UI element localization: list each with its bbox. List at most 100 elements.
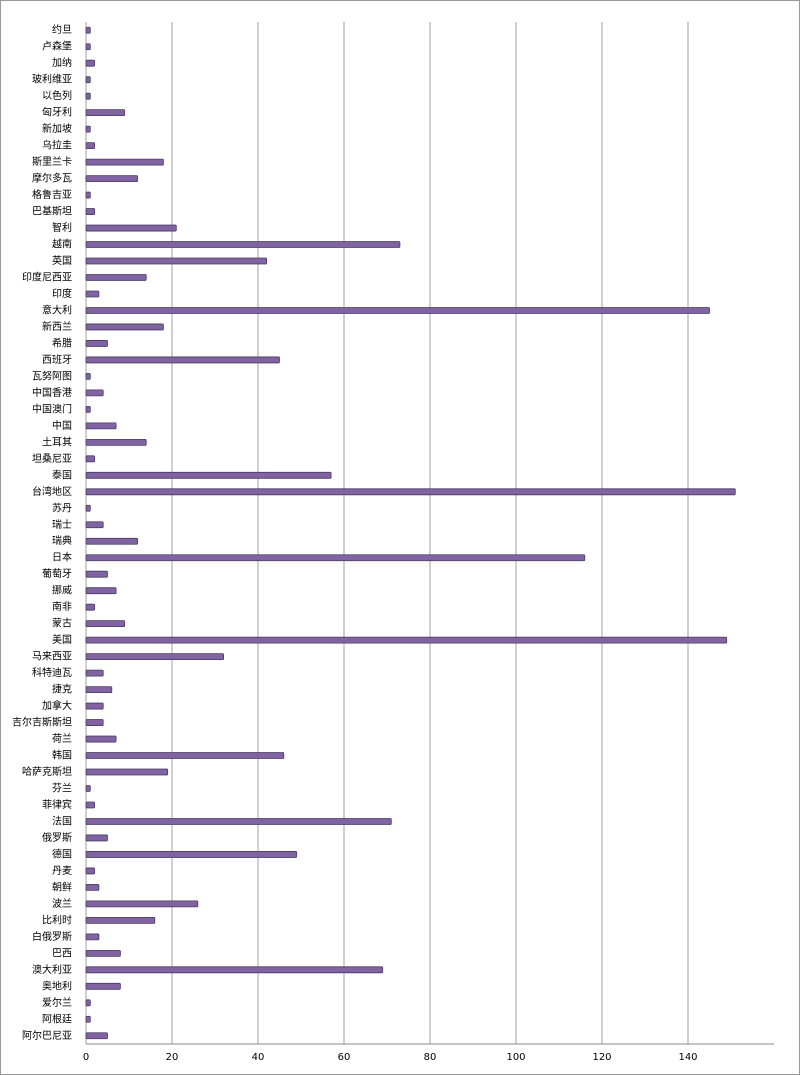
x-tick-label: 80 [424,1052,437,1063]
bar [85,785,91,792]
y-tick-label: 瑞士 [52,518,72,531]
x-tick-label: 100 [506,1052,525,1063]
y-tick-label: 印度尼西亚 [22,271,72,284]
y-tick-label: 卢森堡 [42,40,72,53]
bar [85,438,147,446]
y-tick-label: 蒙古 [52,617,72,630]
bar [85,603,95,611]
y-tick-label: 科特迪瓦 [32,666,72,679]
bar [85,982,121,990]
bar [85,818,392,825]
bar [85,471,332,479]
y-tick-label: 坦桑尼亚 [32,452,72,465]
y-tick-label: 比利时 [42,914,72,926]
y-tick-label: 以色列 [42,89,72,102]
y-tick-label: 奥地利 [42,979,72,992]
y-tick-label: 玻利维亚 [32,73,72,86]
y-tick-label: 中国香港 [32,386,72,399]
bar [85,1015,91,1023]
y-tick-label: 白俄罗斯 [32,930,72,943]
bar [85,653,225,661]
x-tick-label: 0 [83,1052,89,1063]
y-tick-label: 法国 [52,814,72,827]
bar [85,867,95,875]
y-tick-label: 捷克 [52,683,72,696]
x-tick-label: 140 [678,1052,697,1063]
bar [85,900,199,908]
bar [85,636,728,644]
bar [85,570,108,578]
y-tick-label: 加纳 [52,56,72,69]
y-tick-label: 加拿大 [42,699,72,712]
y-tick-label: 葡萄牙 [42,567,72,580]
y-tick-label: 美国 [52,633,72,646]
bar [85,504,91,512]
y-tick-label: 芬兰 [52,782,72,795]
bar [85,405,91,413]
bar [85,702,104,710]
bar [85,999,91,1007]
y-tick-label: 阿根廷 [42,1012,72,1025]
y-tick-label: 阿尔巴尼亚 [22,1029,72,1042]
bar [85,43,91,51]
y-tick-label: 丹麦 [52,865,72,877]
bar [85,521,104,529]
y-tick-label: 瓦努阿图 [32,369,72,382]
bar [85,768,169,776]
bar [85,340,108,347]
y-tick-label: 格鲁吉亚 [32,188,72,201]
y-tick-label: 挪威 [52,584,72,597]
bar [85,191,91,199]
bar [85,686,113,693]
bar [85,92,91,100]
bar [85,125,91,133]
bar [85,488,736,496]
y-tick-label: 希腊 [52,336,72,349]
bar [85,175,138,182]
y-tick-label: 瑞典 [52,534,72,547]
y-tick-label: 马来西亚 [32,651,72,663]
y-tick-label: 俄罗斯 [42,831,72,844]
bar [85,884,100,891]
bar [85,851,298,858]
bar [85,274,147,281]
y-tick-label: 约旦 [52,23,72,36]
y-tick-label: 波兰 [52,897,72,910]
bar [85,949,121,957]
y-tick-label: 西班牙 [42,354,72,366]
bar [85,554,586,562]
y-tick-label: 日本 [52,551,72,564]
bar [85,455,95,463]
bar [85,158,164,166]
bar [85,241,401,248]
y-tick-label: 匈牙利 [42,106,72,119]
y-tick-label: 巴西 [52,947,72,959]
y-tick-label: 吉尔吉斯斯坦 [12,716,72,729]
bar [85,109,126,117]
y-tick-label: 土耳其 [42,435,72,448]
bar [85,669,104,677]
x-tick-label: 40 [252,1052,265,1063]
bar [85,422,117,430]
bar [85,26,91,34]
bar [85,916,156,924]
bar [85,323,164,331]
y-tick-label: 泰国 [52,468,72,481]
bar [85,76,91,84]
bar [85,224,177,232]
y-tick-label: 中国澳门 [32,402,72,415]
y-tick-label: 德国 [52,847,72,860]
y-tick-label: 摩尔多瓦 [32,172,72,185]
bar [85,801,95,809]
y-tick-label: 英国 [52,254,72,267]
bar [85,208,95,215]
y-tick-label: 意大利 [42,303,72,316]
y-tick-label: 乌拉圭 [42,139,72,152]
bar [85,59,95,67]
bar [85,735,117,743]
x-tick-label: 120 [592,1052,611,1063]
y-tick-label: 哈萨克斯坦 [22,765,72,778]
y-tick-label: 澳大利亚 [32,963,72,976]
y-tick-label: 中国 [52,419,72,432]
bar [85,719,104,726]
